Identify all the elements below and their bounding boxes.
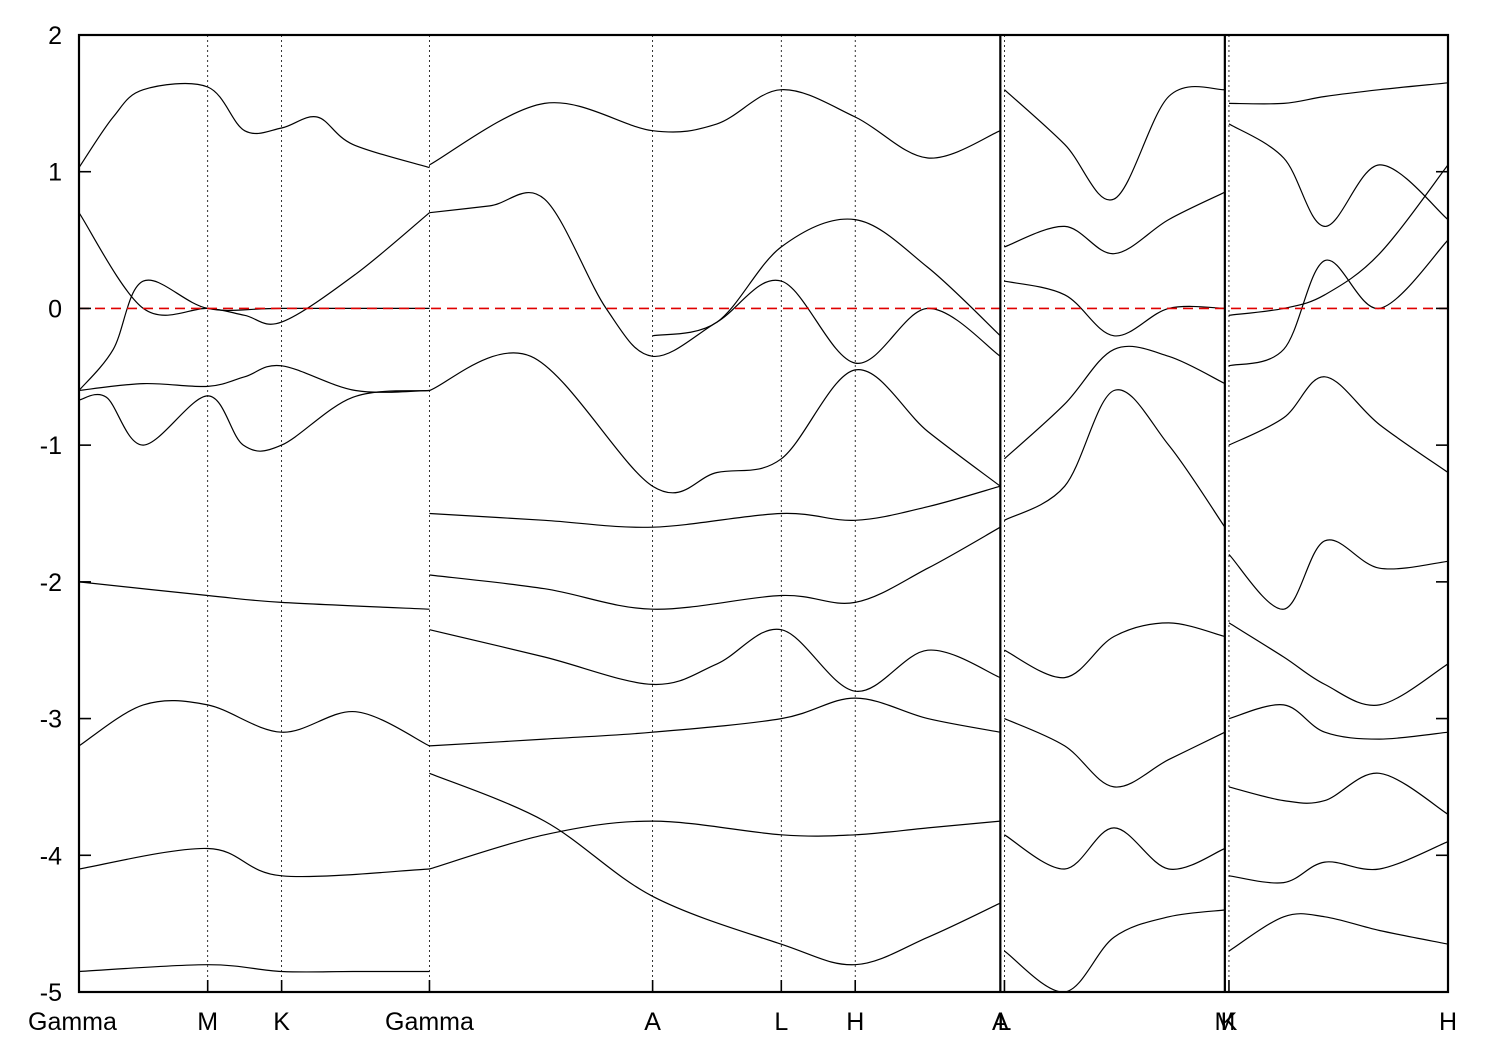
band-line-28 — [1228, 239, 1448, 367]
y-tick-label: -2 — [40, 569, 62, 597]
x-tick-label: L — [774, 1008, 788, 1036]
band-line-9 — [429, 192, 1001, 364]
band-line-22 — [1004, 191, 1226, 255]
x-tick-label: K — [273, 1008, 290, 1036]
x-tick-label: Gamma — [385, 1008, 474, 1036]
band-line-34 — [1228, 622, 1448, 706]
band-line-13 — [429, 628, 1001, 692]
band-line-23 — [1004, 389, 1226, 528]
x-tick-label: H — [1439, 1008, 1457, 1036]
band-line-33 — [1228, 539, 1448, 610]
x-tick-label: M — [1214, 1008, 1235, 1036]
y-tick-label: -4 — [40, 842, 62, 870]
band-line-10 — [429, 352, 1001, 494]
band-line-0 — [79, 364, 430, 393]
x-tick-label: M — [197, 1008, 218, 1036]
y-tick-label: -1 — [40, 432, 62, 460]
x-axis: Gamma M K Gamma A L H AL MK H — [28, 980, 1457, 1036]
band-line-8 — [79, 964, 430, 973]
band-line-14 — [429, 697, 1001, 747]
band-line-30 — [1228, 82, 1448, 105]
y-tick-label: -5 — [40, 979, 62, 1007]
band-line-32 — [1228, 376, 1448, 473]
band-lines — [79, 82, 1448, 992]
x-tick-label: L — [997, 1008, 1011, 1036]
y-tick-label: 0 — [48, 295, 62, 323]
band-line-31 — [1228, 123, 1448, 228]
band-line-2 — [79, 212, 430, 325]
x-tick-label: H — [846, 1008, 864, 1036]
band-line-35 — [1228, 704, 1448, 740]
band-line-6 — [79, 699, 430, 747]
band-line-18 — [429, 772, 1001, 966]
band-line-26 — [1004, 827, 1226, 870]
panel-dividers — [999, 35, 1226, 992]
band-line-25 — [1004, 718, 1226, 788]
band-line-11 — [429, 89, 1001, 166]
y-tick-label: 1 — [48, 159, 62, 187]
band-line-38 — [1228, 913, 1448, 952]
band-line-3 — [79, 279, 430, 391]
band-line-4 — [79, 82, 430, 169]
band-line-36 — [1228, 772, 1448, 815]
band-line-12 — [652, 218, 1001, 337]
band-line-27 — [1004, 909, 1225, 992]
y-axis: -5 -4 -3 -2 -1 0 1 2 — [40, 22, 1448, 1007]
x-tick-label: K — [1221, 1008, 1238, 1036]
band-line-21 — [1004, 280, 1225, 337]
x-tick-label: A — [992, 1008, 1009, 1036]
band-line-1 — [79, 389, 430, 452]
band-line-29 — [1228, 164, 1448, 316]
y-tick-label: 2 — [48, 22, 62, 50]
band-line-15 — [429, 820, 1001, 870]
band-line-24 — [1004, 622, 1226, 679]
x-tick-label: Gamma — [28, 1008, 117, 1036]
band-line-20 — [1003, 85, 1225, 201]
y-tick-label: -3 — [40, 706, 62, 734]
kpoint-gridlines — [207, 35, 1230, 992]
band-line-17 — [429, 526, 1001, 610]
x-tick-label: A — [644, 1008, 661, 1036]
band-line-37 — [1228, 841, 1448, 884]
plot-frame — [77, 33, 1450, 994]
band-line-7 — [79, 847, 430, 878]
band-line-5 — [79, 581, 430, 610]
band-line-19 — [1003, 345, 1226, 460]
band-line-16 — [429, 485, 1001, 528]
